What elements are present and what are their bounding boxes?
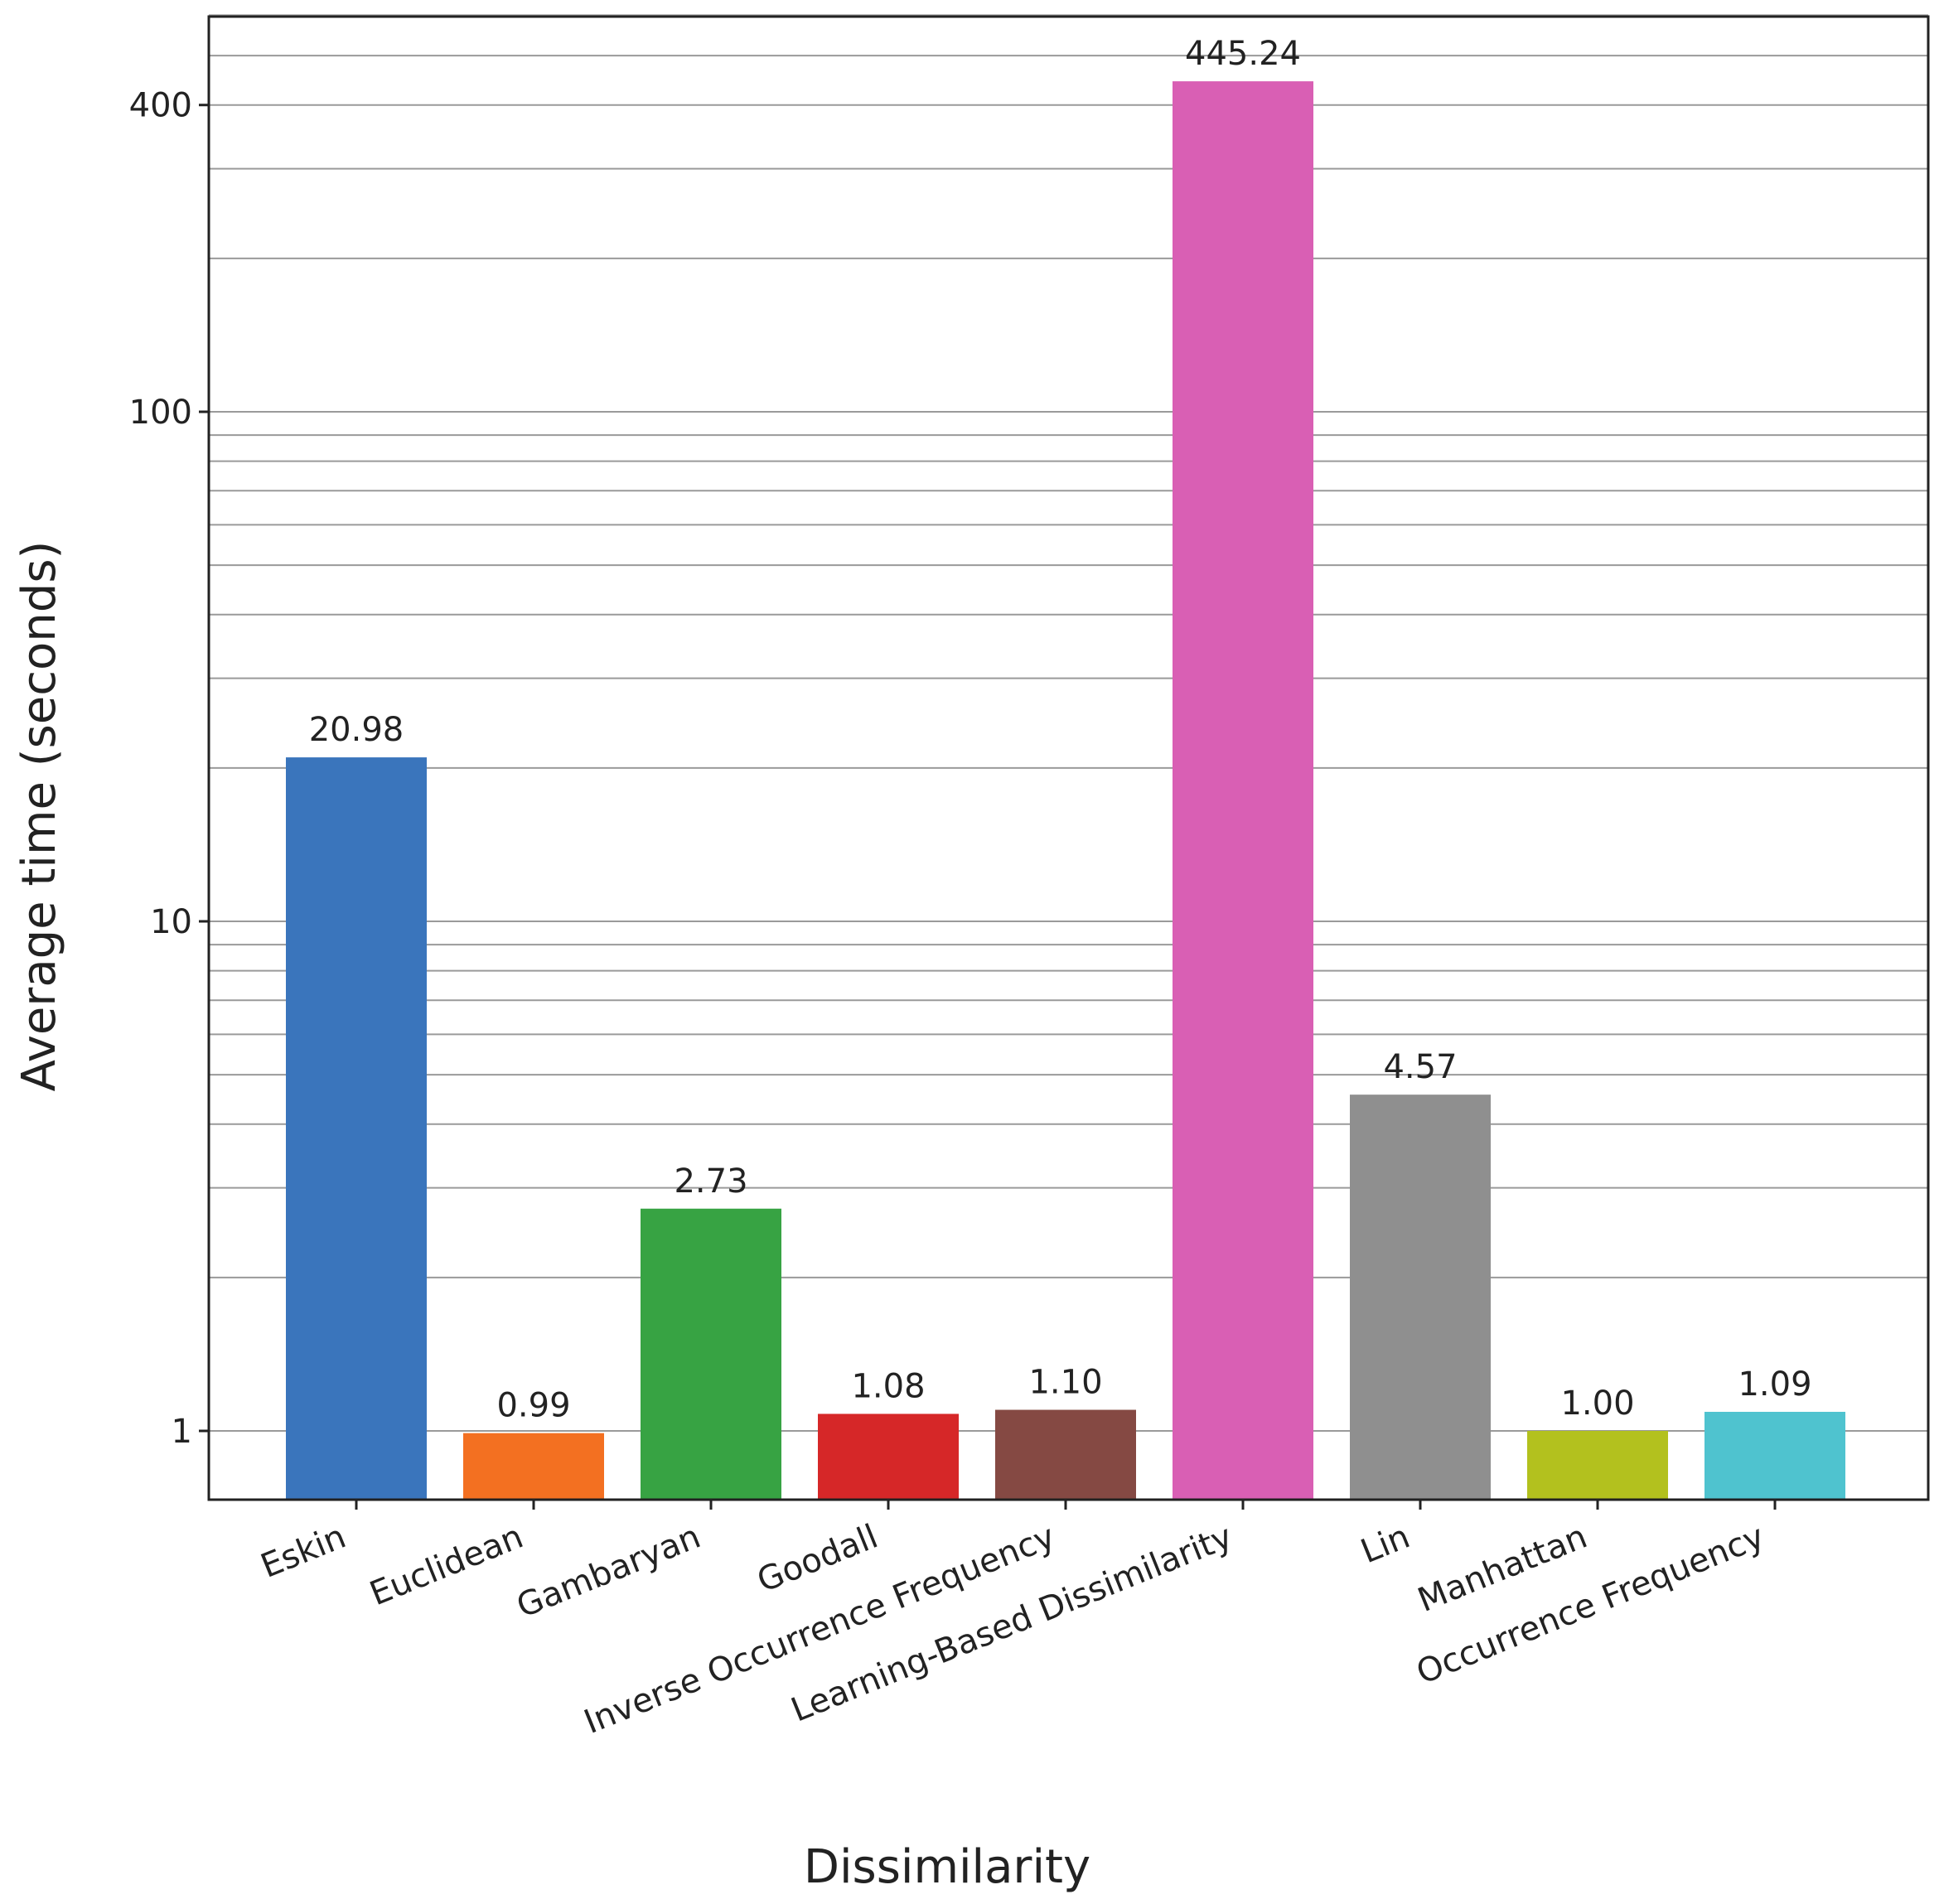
bar-euclidean (463, 1433, 604, 1500)
y-tick-label-400: 400 (129, 87, 192, 125)
bar-occurrence-frequency (1704, 1411, 1845, 1500)
x-tick-label-lin: Lin (1356, 1518, 1415, 1572)
gridlines (209, 14, 1928, 1432)
x-tick-label-occurrence-frequency: Occurrence Frequency (1411, 1518, 1770, 1692)
data-label-inverse-occurrence-frequency: 1.10 (1028, 1364, 1102, 1402)
data-label-eskin: 20.98 (309, 711, 404, 749)
x-tick-label-gambaryan: Gambaryan (511, 1518, 706, 1626)
data-label-gambaryan: 2.73 (674, 1162, 747, 1201)
bar-manhattan (1527, 1431, 1668, 1500)
y-axis-ticks: 1 10 100 400 (129, 87, 209, 1451)
data-label-occurrence-frequency: 1.09 (1738, 1365, 1811, 1404)
data-labels: 20.98 0.99 2.73 1.08 1.10 445.24 4.57 1.00 1.09 (309, 35, 1812, 1425)
data-label-goodall: 1.08 (851, 1367, 925, 1405)
bar-lin (1350, 1095, 1491, 1500)
data-label-manhattan: 1.00 (1560, 1385, 1634, 1423)
data-label-learning-based-dissimilarity: 445.24 (1185, 35, 1301, 73)
x-tick-label-euclidean: Euclidean (365, 1518, 529, 1614)
plot-frame (207, 15, 1930, 1501)
bar-learning-based-dissimilarity (1173, 81, 1313, 1500)
y-tick-label-10: 10 (150, 903, 192, 941)
data-label-lin: 4.57 (1383, 1048, 1457, 1086)
x-axis-title: Dissimilarity (804, 1840, 1090, 1894)
bar-inverse-occurrence-frequency (995, 1409, 1136, 1500)
x-tick-label-goodall: Goodall (752, 1518, 883, 1601)
y-tick-label-100: 100 (129, 394, 192, 432)
x-tick-label-eskin: Eskin (255, 1518, 351, 1586)
bar-gambaryan (641, 1208, 781, 1500)
bars (286, 81, 1845, 1500)
y-axis-title: Average time (seconds) (12, 541, 66, 1092)
bar-goodall (818, 1414, 959, 1500)
data-label-euclidean: 0.99 (496, 1387, 570, 1425)
bar-eskin (286, 757, 427, 1500)
y-tick-label-1: 1 (172, 1413, 192, 1451)
